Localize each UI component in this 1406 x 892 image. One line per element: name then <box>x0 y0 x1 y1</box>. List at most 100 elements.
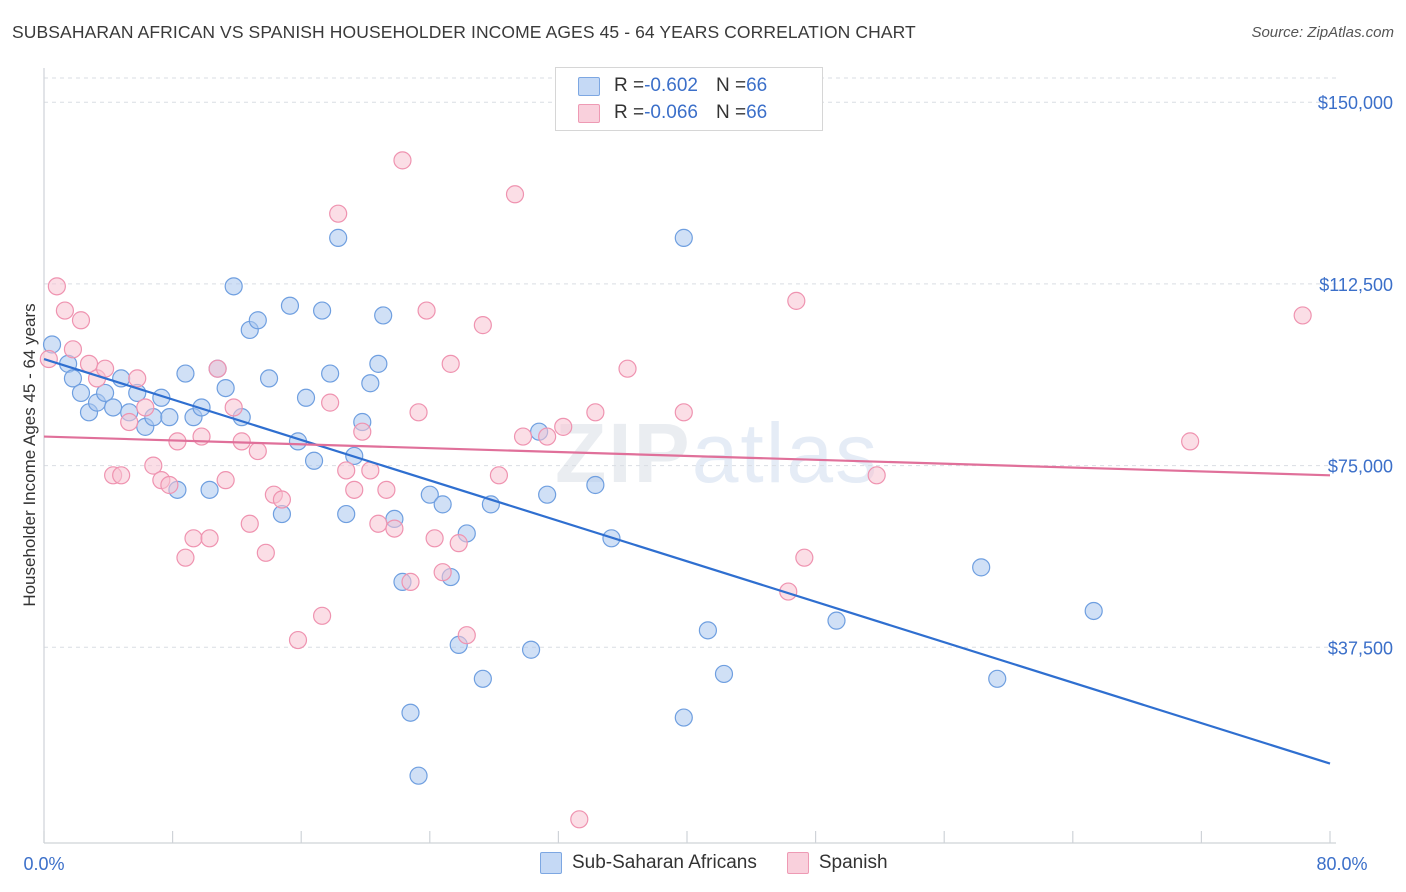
spanish-point <box>449 534 468 553</box>
legend-n-label: N = <box>715 75 747 96</box>
subsaharan-point <box>369 354 388 373</box>
subsaharan-point <box>698 621 717 640</box>
subsaharan-point <box>248 311 267 330</box>
legend-item-subsaharan[interactable]: Sub-Saharan Africans <box>540 852 757 874</box>
spanish-point <box>208 359 227 378</box>
legend-n-value: 66 <box>746 102 768 123</box>
spanish-point <box>288 630 308 650</box>
spanish-point <box>353 422 372 441</box>
subsaharan-point <box>420 485 439 504</box>
spanish-point <box>369 514 388 533</box>
correlation-legend: R = -0.602 N = 66 R = -0.066 N = 66 <box>555 67 823 131</box>
legend-r-value: -0.602 <box>644 75 698 96</box>
data-points <box>39 151 1312 829</box>
subsaharan-point <box>304 451 324 470</box>
spanish-point <box>224 398 243 417</box>
legend-r-label: R = <box>614 102 645 123</box>
subsaharan-point <box>988 669 1007 688</box>
chart-title: SUBSAHARAN AFRICAN VS SPANISH HOUSEHOLDE… <box>12 22 916 42</box>
subsaharan-point <box>160 408 179 427</box>
spanish-point <box>513 427 533 446</box>
legend-swatch-subsaharan <box>540 852 562 874</box>
spanish-point <box>489 466 509 485</box>
subsaharan-point <box>473 669 492 688</box>
spanish-point <box>867 466 886 485</box>
spanish-point <box>216 471 235 490</box>
spanish-point <box>441 354 460 373</box>
spanish-point <box>505 185 525 204</box>
subsaharan-point <box>259 369 279 388</box>
spanish-point <box>160 475 179 495</box>
spanish-point <box>47 277 66 296</box>
y-tick-label: $37,500 <box>1328 638 1393 658</box>
y-tick-label: $150,000 <box>1318 93 1393 113</box>
spanish-point <box>63 340 83 359</box>
spanish-point <box>176 548 195 567</box>
spanish-point <box>200 529 219 548</box>
spanish-point <box>401 572 420 591</box>
spanish-point <box>457 626 476 645</box>
spanish-trend-line <box>43 435 1331 477</box>
subsaharan-point <box>972 558 991 577</box>
subsaharan-point <box>433 495 452 514</box>
spanish-point <box>120 412 139 432</box>
spanish-point <box>674 403 693 422</box>
spanish-point <box>385 519 404 538</box>
subsaharan-trend-line <box>43 357 1331 765</box>
subsaharan-point <box>374 306 393 325</box>
tick-labels: $37,500 $75,000 $112,500 $150,000 0.0% 80.0% <box>23 93 1393 874</box>
spanish-point <box>128 369 147 388</box>
spanish-point <box>272 490 292 509</box>
spanish-point <box>55 301 74 320</box>
spanish-point <box>95 359 115 378</box>
subsaharan-point <box>401 703 420 722</box>
legend-label-spanish: Spanish <box>818 852 888 873</box>
subsaharan-point <box>586 475 605 495</box>
spanish-point <box>337 461 356 480</box>
legend-row-spanish: R = -0.066 N = 66 <box>578 101 767 125</box>
x-tick-label: 0.0% <box>23 854 64 874</box>
spanish-point <box>554 417 573 436</box>
legend-label-subsaharan: Sub-Saharan Africans <box>572 852 757 873</box>
subsaharan-point <box>329 228 348 247</box>
spanish-point <box>618 359 637 378</box>
spanish-point <box>184 529 203 548</box>
spanish-point <box>393 151 412 170</box>
spanish-point <box>248 441 267 461</box>
spanish-point <box>112 466 131 485</box>
spanish-point <box>345 480 364 499</box>
spanish-point <box>1293 306 1312 325</box>
subsaharan-point <box>95 383 115 403</box>
subsaharan-point <box>714 664 734 684</box>
subsaharan-point <box>538 485 557 504</box>
spanish-point <box>586 403 605 422</box>
legend-swatch-spanish <box>786 852 809 874</box>
legend-r-label: R = <box>614 75 645 96</box>
subsaharan-point <box>361 374 380 393</box>
subsaharan-point <box>827 611 846 630</box>
subsaharan-point <box>1084 601 1103 621</box>
spanish-point <box>321 393 340 412</box>
spanish-point <box>39 349 58 369</box>
subsaharan-point <box>409 766 428 785</box>
spanish-point <box>787 291 806 310</box>
subsaharan-point <box>200 480 219 499</box>
spanish-point <box>71 311 91 330</box>
spanish-point <box>473 316 492 335</box>
legend-n-value: 66 <box>746 75 768 96</box>
subsaharan-point <box>674 228 693 247</box>
subsaharan-point <box>321 364 340 383</box>
source-label: Source: ZipAtlas.com <box>1251 24 1394 41</box>
legend-item-spanish[interactable]: Spanish <box>786 852 888 874</box>
legend-swatch-spanish <box>578 103 600 123</box>
subsaharan-point <box>280 296 300 315</box>
spanish-point <box>312 606 332 625</box>
subsaharan-point <box>63 369 83 388</box>
y-tick-label: $112,500 <box>1319 275 1393 295</box>
watermark: ZIPatlas <box>555 406 880 500</box>
subsaharan-point <box>176 364 195 383</box>
legend-n-label: N = <box>715 102 747 123</box>
spanish-point <box>417 301 436 320</box>
spanish-point <box>433 563 452 582</box>
